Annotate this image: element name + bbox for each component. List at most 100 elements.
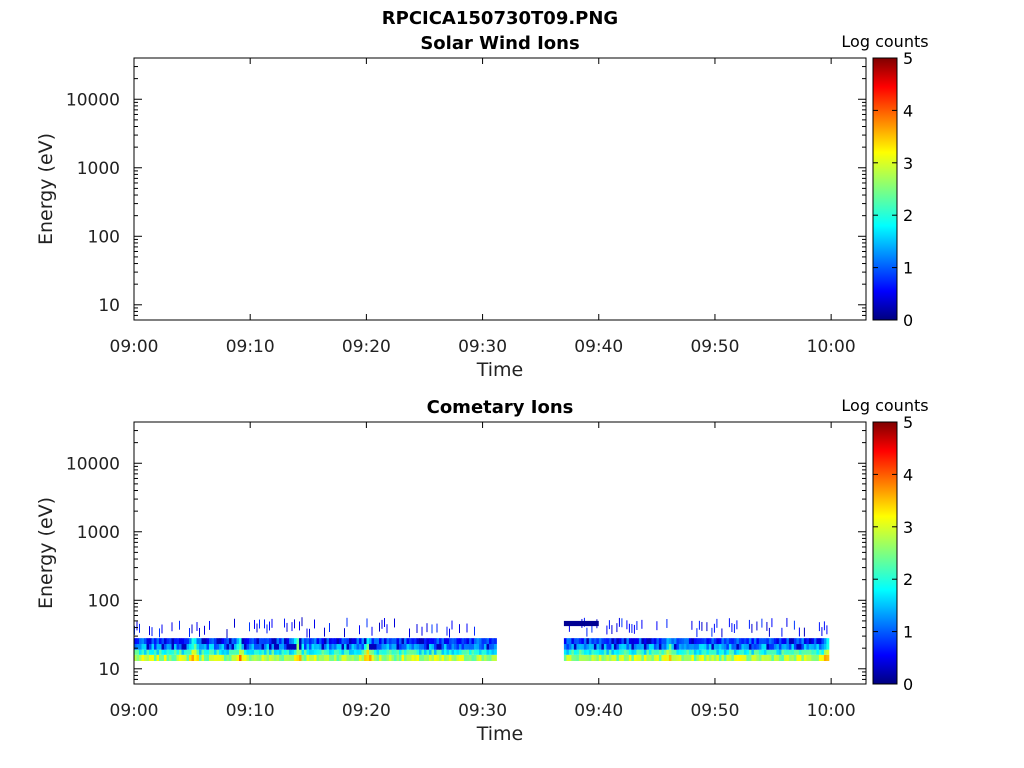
spectrogram-cell	[671, 654, 675, 661]
spectrogram-cell	[254, 619, 255, 629]
spectrogram-cell	[379, 622, 380, 632]
spectrogram-cell	[301, 654, 305, 661]
spectrogram-cell	[596, 649, 600, 655]
spectrogram-cell	[608, 654, 612, 661]
spectrogram-cell	[708, 649, 712, 655]
spectrogram-cell	[603, 649, 607, 655]
spectrogram-cell	[286, 649, 290, 655]
spectrogram-cell	[336, 638, 340, 645]
spectrogram-cell	[146, 649, 150, 655]
spectrogram-cell	[314, 644, 317, 650]
spectrogram-cell	[681, 638, 685, 645]
spectrogram-cell	[823, 649, 827, 655]
spectrogram-cell	[294, 649, 297, 655]
spectrogram-cell	[149, 626, 150, 636]
spectrogram-cell	[356, 638, 360, 645]
spectrogram-cell	[174, 654, 177, 661]
spectrogram-cell	[386, 654, 390, 661]
spectrogram-cell	[728, 618, 730, 628]
x-tick-label: 09:10	[226, 337, 275, 357]
spectrogram-cell	[778, 638, 782, 645]
spectrogram-cell	[411, 638, 415, 645]
spectrogram-cell	[434, 638, 437, 645]
spectrogram-cell	[456, 644, 460, 650]
spectrogram-cell	[229, 649, 232, 655]
spectrogram-cell	[421, 638, 425, 645]
spectrogram-cell	[199, 644, 202, 650]
spectrogram-cell	[768, 649, 772, 655]
spectrogram-cell	[593, 654, 597, 661]
spectrogram-cell	[239, 644, 242, 650]
spectrogram-cell	[154, 654, 157, 661]
spectrogram-cell	[226, 649, 230, 655]
spectrogram-cell	[169, 638, 172, 645]
spectrogram-cell	[191, 624, 193, 634]
spectrogram-cell	[206, 638, 210, 645]
spectrogram-cell	[773, 644, 777, 650]
spectrogram-cell	[608, 638, 612, 645]
spectrogram-cell	[219, 644, 222, 650]
spectrogram-cell	[801, 654, 805, 661]
spectrogram-cell	[431, 644, 435, 650]
spectrogram-cell	[626, 644, 630, 650]
spectrogram-cell	[653, 644, 657, 650]
spectrogram-cell	[201, 654, 205, 661]
spectrogram-cell	[354, 654, 357, 661]
spectrogram-cell	[161, 644, 165, 650]
spectrogram-cell	[289, 654, 292, 661]
spectrogram-cell	[374, 644, 377, 650]
spectrogram-cell	[369, 638, 372, 645]
spectrogram-cell	[361, 644, 365, 650]
spectrogram-cell	[673, 644, 677, 650]
spectrogram-cell	[256, 638, 260, 645]
spectrogram-cell	[299, 638, 302, 645]
spectrogram-cell	[791, 644, 795, 650]
spectrogram-cell	[436, 649, 440, 655]
spectrogram-cell	[439, 649, 442, 655]
spectrogram-cell	[646, 638, 650, 645]
spectrogram-cell	[429, 638, 432, 645]
spectrogram-cell	[254, 638, 257, 645]
spectrogram-cell	[219, 649, 222, 655]
spectrogram-cell	[351, 649, 355, 655]
spectrogram-cell	[449, 654, 452, 661]
spectrogram-cell	[768, 644, 772, 650]
spectrogram-cell	[354, 644, 357, 650]
spectrogram-cell	[643, 638, 647, 645]
spectrogram-cell	[593, 649, 597, 655]
spectrogram-cell	[219, 638, 222, 645]
spectrogram-cell	[436, 638, 440, 645]
spectrogram-cell	[436, 623, 438, 633]
spectrogram-cell	[274, 644, 277, 650]
spectrogram-cell	[134, 638, 137, 645]
spectrogram-cell	[284, 654, 287, 661]
spectrogram-cell	[751, 644, 755, 650]
spectrogram-cell	[768, 654, 772, 661]
spectrogram-cell	[611, 625, 613, 635]
spectrogram-cell	[633, 649, 637, 655]
spectrogram-cell	[736, 649, 740, 655]
spectrogram-cell	[666, 649, 670, 655]
spectrogram-cell	[693, 638, 697, 645]
colorbar-tick-label: 5	[903, 413, 913, 432]
spectrogram-cell	[756, 654, 760, 661]
spectrogram-cell	[374, 654, 377, 661]
spectrogram-cell	[688, 644, 692, 650]
spectrogram-cell	[821, 654, 825, 661]
spectrogram-cell	[583, 649, 587, 655]
spectrogram-cell	[389, 644, 392, 650]
spectrogram-cell	[701, 654, 705, 661]
spectrogram-cell	[773, 649, 777, 655]
spectrogram-cell	[566, 638, 570, 645]
spectrogram-cell	[598, 644, 602, 650]
spectrogram-cell	[259, 638, 262, 645]
spectrogram-cell	[808, 644, 812, 650]
spectrogram-cell	[459, 624, 460, 634]
spectrogram-cell	[793, 620, 795, 630]
spectrogram-cell	[658, 644, 662, 650]
spectrogram-cell	[761, 618, 763, 628]
spectrogram-cell	[331, 654, 335, 661]
spectrogram-cell	[381, 619, 383, 629]
spectrogram-cell	[486, 654, 490, 661]
